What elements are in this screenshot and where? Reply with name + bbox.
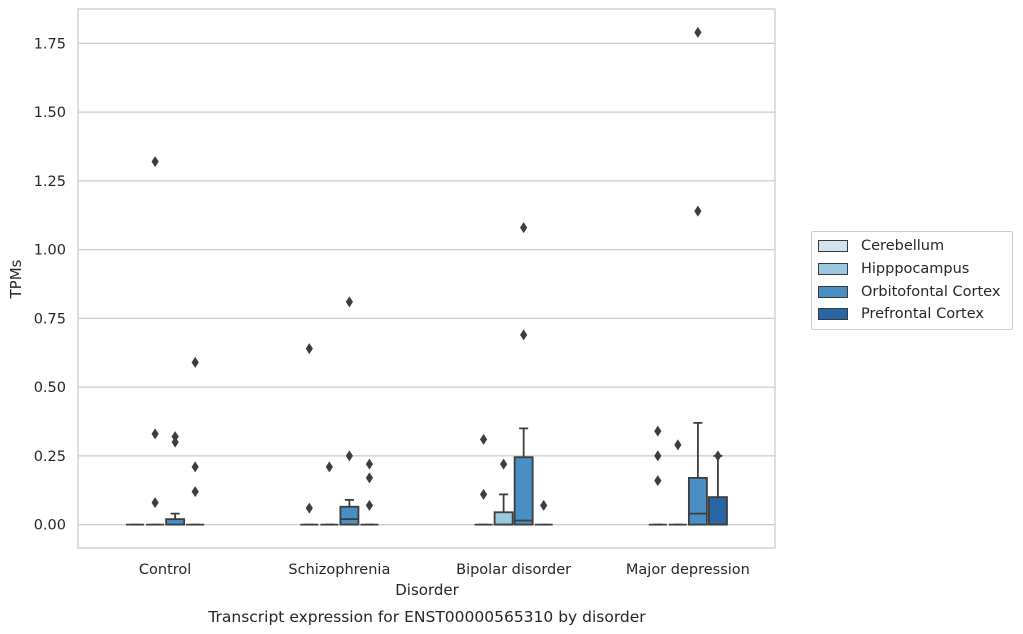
outlier-point bbox=[151, 428, 159, 440]
box-group bbox=[708, 450, 728, 526]
x-tick-label: Control bbox=[139, 562, 191, 578]
x-axis-label: Disorder bbox=[395, 581, 459, 599]
outlier-point bbox=[191, 486, 199, 498]
legend-swatch bbox=[818, 263, 848, 276]
legend-item: Prefrontal Cortex bbox=[812, 303, 1012, 326]
outlier-point bbox=[305, 343, 313, 355]
boxes bbox=[126, 26, 728, 526]
box-group bbox=[493, 458, 514, 526]
box-group bbox=[146, 156, 165, 526]
box-group bbox=[668, 439, 687, 526]
y-tick-label: 0.25 bbox=[34, 449, 66, 465]
legend-item: Hipppocampus bbox=[812, 258, 1012, 281]
outlier-point bbox=[479, 433, 488, 445]
y-tick-label: 1.50 bbox=[34, 105, 66, 121]
y-tick-label: 1.75 bbox=[34, 36, 66, 52]
y-tick-label: 0.00 bbox=[34, 518, 66, 534]
legend-label: Cerebellum bbox=[861, 238, 945, 255]
box bbox=[687, 476, 708, 526]
y-tick-label: 1.25 bbox=[34, 174, 66, 190]
box-group bbox=[687, 26, 708, 526]
outlier-point bbox=[171, 431, 179, 443]
outlier-point bbox=[151, 156, 159, 168]
box-group bbox=[513, 222, 534, 526]
x-axis-ticks: Control Schizophrenia Bipolar disorder Majo… bbox=[139, 562, 750, 578]
y-axis-ticks: 0.00 0.25 0.50 0.75 1.00 1.25 1.50 1.75 bbox=[34, 36, 66, 533]
box-group bbox=[186, 356, 205, 526]
legend-swatch bbox=[818, 308, 848, 321]
outlier-point bbox=[191, 461, 199, 473]
legend-swatch bbox=[818, 285, 848, 298]
outlier-point bbox=[365, 472, 374, 484]
y-axis-label: TPMs bbox=[7, 259, 25, 299]
outlier-point bbox=[694, 26, 702, 38]
outlier-point bbox=[654, 450, 662, 462]
outlier-point bbox=[694, 205, 702, 217]
box-group bbox=[648, 425, 667, 526]
box-group bbox=[534, 499, 553, 526]
legend-item: Cerebellum bbox=[812, 235, 1012, 258]
outlier-point bbox=[365, 499, 374, 511]
box bbox=[493, 511, 514, 526]
outlier-point bbox=[345, 296, 353, 308]
box-group bbox=[474, 433, 493, 526]
box bbox=[513, 456, 534, 526]
box-group bbox=[360, 458, 379, 526]
box bbox=[339, 505, 360, 526]
legend-label: Hipppocampus bbox=[861, 261, 970, 278]
outlier-point bbox=[540, 499, 548, 511]
outlier-point bbox=[500, 458, 508, 470]
box bbox=[708, 496, 728, 526]
outlier-point bbox=[305, 502, 313, 514]
outlier-point bbox=[520, 329, 528, 341]
outlier-point bbox=[674, 439, 682, 451]
outlier-point bbox=[520, 222, 528, 234]
outlier-point bbox=[365, 458, 374, 470]
x-tick-label: Schizophrenia bbox=[288, 562, 390, 578]
legend-label: Prefrontal Cortex bbox=[861, 306, 984, 323]
y-tick-label: 1.00 bbox=[34, 243, 66, 259]
outlier-point bbox=[191, 356, 199, 368]
outlier-point bbox=[325, 461, 333, 473]
legend-label: Orbitofontal Cortex bbox=[861, 283, 1001, 300]
outlier-point bbox=[654, 425, 662, 437]
outlier-point bbox=[654, 475, 662, 487]
legend: Cerebellum Hipppocampus Orbitofontal Corte… bbox=[811, 231, 1013, 330]
y-tick-label: 0.75 bbox=[34, 311, 66, 327]
outlier-point bbox=[345, 450, 353, 462]
box-group bbox=[300, 343, 319, 526]
x-tick-label: Bipolar disorder bbox=[456, 562, 571, 578]
outlier-point bbox=[714, 450, 722, 462]
y-gridlines bbox=[78, 42, 775, 526]
box-group bbox=[339, 296, 360, 526]
outlier-point bbox=[479, 488, 488, 500]
box-group bbox=[320, 461, 339, 526]
y-tick-label: 0.50 bbox=[34, 380, 66, 396]
outlier-point bbox=[151, 497, 159, 509]
chart-caption: Transcript expression for ENST0000056531… bbox=[207, 608, 646, 626]
plot-area-frame bbox=[77, 8, 776, 549]
legend-swatch bbox=[818, 240, 848, 253]
x-tick-label: Major depression bbox=[626, 562, 750, 578]
box-group bbox=[165, 431, 186, 526]
legend-item: Orbitofontal Cortex bbox=[812, 280, 1012, 303]
